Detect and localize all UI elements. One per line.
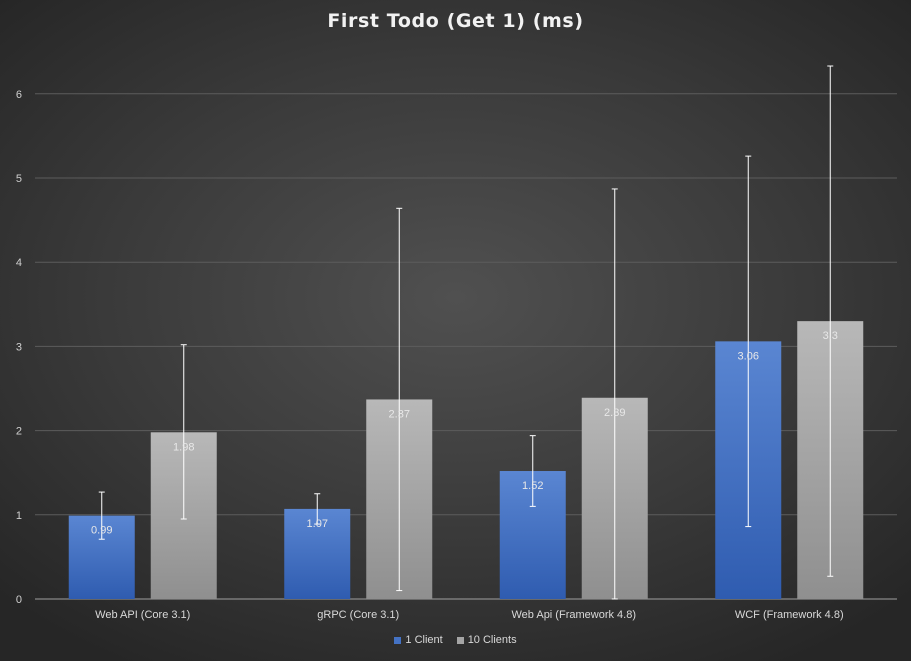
x-tick-label-web-api-framework-4-8: Web Api (Framework 4.8) xyxy=(511,609,636,621)
y-tick-label-3: 3 xyxy=(16,341,22,353)
data-label-1-client-web-api-framework-4-8: 1.52 xyxy=(522,480,543,492)
legend: 1 Client 10 Clients xyxy=(0,634,911,646)
data-label-10-clients-web-api-framework-4-8: 2.39 xyxy=(604,407,625,419)
data-label-10-clients-web-api-core-3-1: 1.98 xyxy=(173,441,194,453)
y-tick-label-4: 4 xyxy=(16,257,22,269)
legend-swatch-10-clients xyxy=(456,636,464,644)
x-tick-label-grpc-core-3-1: gRPC (Core 3.1) xyxy=(317,609,399,621)
y-tick-label-5: 5 xyxy=(16,173,22,185)
y-tick-label-1: 1 xyxy=(16,510,22,522)
data-label-10-clients-wcf-framework-4-8: 3.3 xyxy=(823,330,838,342)
data-label-1-client-web-api-core-3-1: 0.99 xyxy=(91,525,112,537)
legend-item-1-client: 1 Client xyxy=(394,634,443,646)
legend-label-1-client: 1 Client xyxy=(405,634,443,646)
legend-label-10-clients: 10 Clients xyxy=(467,634,517,646)
data-label-1-client-wcf-framework-4-8: 3.06 xyxy=(738,350,759,362)
chart-title: First Todo (Get 1) (ms) xyxy=(327,10,584,32)
x-tick-label-web-api-core-3-1: Web API (Core 3.1) xyxy=(95,609,190,621)
legend-item-10-clients: 10 Clients xyxy=(456,634,517,646)
x-tick-label-wcf-framework-4-8: WCF (Framework 4.8) xyxy=(735,609,844,621)
data-label-10-clients-grpc-core-3-1: 2.37 xyxy=(389,408,410,420)
y-tick-label-0: 0 xyxy=(16,594,22,606)
y-tick-label-2: 2 xyxy=(16,426,22,438)
data-label-1-client-grpc-core-3-1: 1.07 xyxy=(307,518,328,530)
legend-swatch-1-client xyxy=(394,636,402,644)
y-tick-label-6: 6 xyxy=(16,89,22,101)
